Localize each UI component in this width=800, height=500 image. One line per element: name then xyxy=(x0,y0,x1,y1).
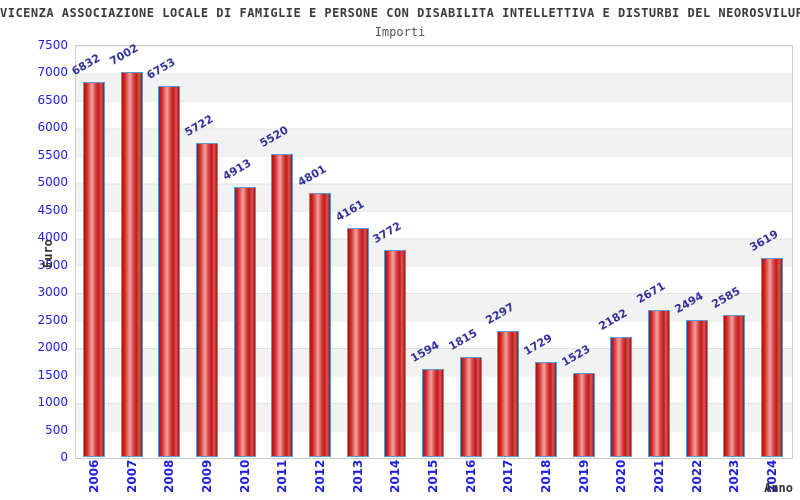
x-tick-label: 2022 xyxy=(690,459,704,493)
y-tick-label: 3000 xyxy=(37,285,68,299)
bar-2024 xyxy=(761,258,783,457)
bar-2016 xyxy=(460,357,482,457)
x-tick-label: 2009 xyxy=(200,459,214,493)
x-tick-label: 2023 xyxy=(727,459,741,493)
x-tick-label: 2014 xyxy=(388,459,402,493)
bar-2020 xyxy=(610,337,632,457)
x-tick-label: 2017 xyxy=(501,459,515,493)
bar-2022 xyxy=(686,320,708,457)
y-tick-label: 7000 xyxy=(37,65,68,79)
y-axis-title: Euro xyxy=(41,239,55,268)
chart-title: VICENZA ASSOCIAZIONE LOCALE DI FAMIGLIE … xyxy=(0,6,800,20)
x-tick-label: 2010 xyxy=(238,459,252,493)
x-tick-label: 2018 xyxy=(539,459,553,493)
bar-2017 xyxy=(497,331,519,457)
bar-2014 xyxy=(384,250,406,457)
x-axis-title: Anno xyxy=(764,481,793,495)
bar-2023 xyxy=(723,315,745,457)
y-tick-label: 500 xyxy=(45,423,68,437)
y-tick-label: 0 xyxy=(60,450,68,464)
y-tick-label: 6000 xyxy=(37,120,68,134)
bar-2013 xyxy=(347,228,369,457)
y-tick-label: 2000 xyxy=(37,340,68,354)
bar-2007 xyxy=(121,72,143,457)
x-tick-label: 2012 xyxy=(313,459,327,493)
x-tick-label: 2013 xyxy=(351,459,365,493)
bar-2006 xyxy=(83,82,105,457)
x-tick-label: 2007 xyxy=(125,459,139,493)
y-tick-label: 4000 xyxy=(37,230,68,244)
bar-2012 xyxy=(309,193,331,457)
x-tick-label: 2020 xyxy=(614,459,628,493)
y-tick-label: 3500 xyxy=(37,258,68,272)
bar-2021 xyxy=(648,310,670,457)
x-tick-label: 2019 xyxy=(577,459,591,493)
y-tick-label: 4500 xyxy=(37,203,68,217)
bar-2008 xyxy=(158,86,180,457)
bar-2011 xyxy=(271,154,293,457)
bar-2009 xyxy=(196,143,218,457)
x-tick-label: 2021 xyxy=(652,459,666,493)
x-tick-label: 2006 xyxy=(87,459,101,493)
chart-subtitle: Importi xyxy=(374,25,426,39)
x-tick-label: 2015 xyxy=(426,459,440,493)
y-tick-label: 2500 xyxy=(37,313,68,327)
y-tick-label: 1500 xyxy=(37,368,68,382)
bar-2010 xyxy=(234,187,256,457)
y-tick-label: 7500 xyxy=(37,38,68,52)
y-tick-label: 5500 xyxy=(37,148,68,162)
x-tick-label: 2016 xyxy=(464,459,478,493)
y-tick-label: 5000 xyxy=(37,175,68,189)
bar-2019 xyxy=(573,373,595,457)
x-tick-label: 2008 xyxy=(162,459,176,493)
y-tick-label: 1000 xyxy=(37,395,68,409)
bar-2015 xyxy=(422,369,444,457)
y-tick-label: 6500 xyxy=(37,93,68,107)
bar-2018 xyxy=(535,362,557,457)
x-tick-label: 2011 xyxy=(275,459,289,493)
